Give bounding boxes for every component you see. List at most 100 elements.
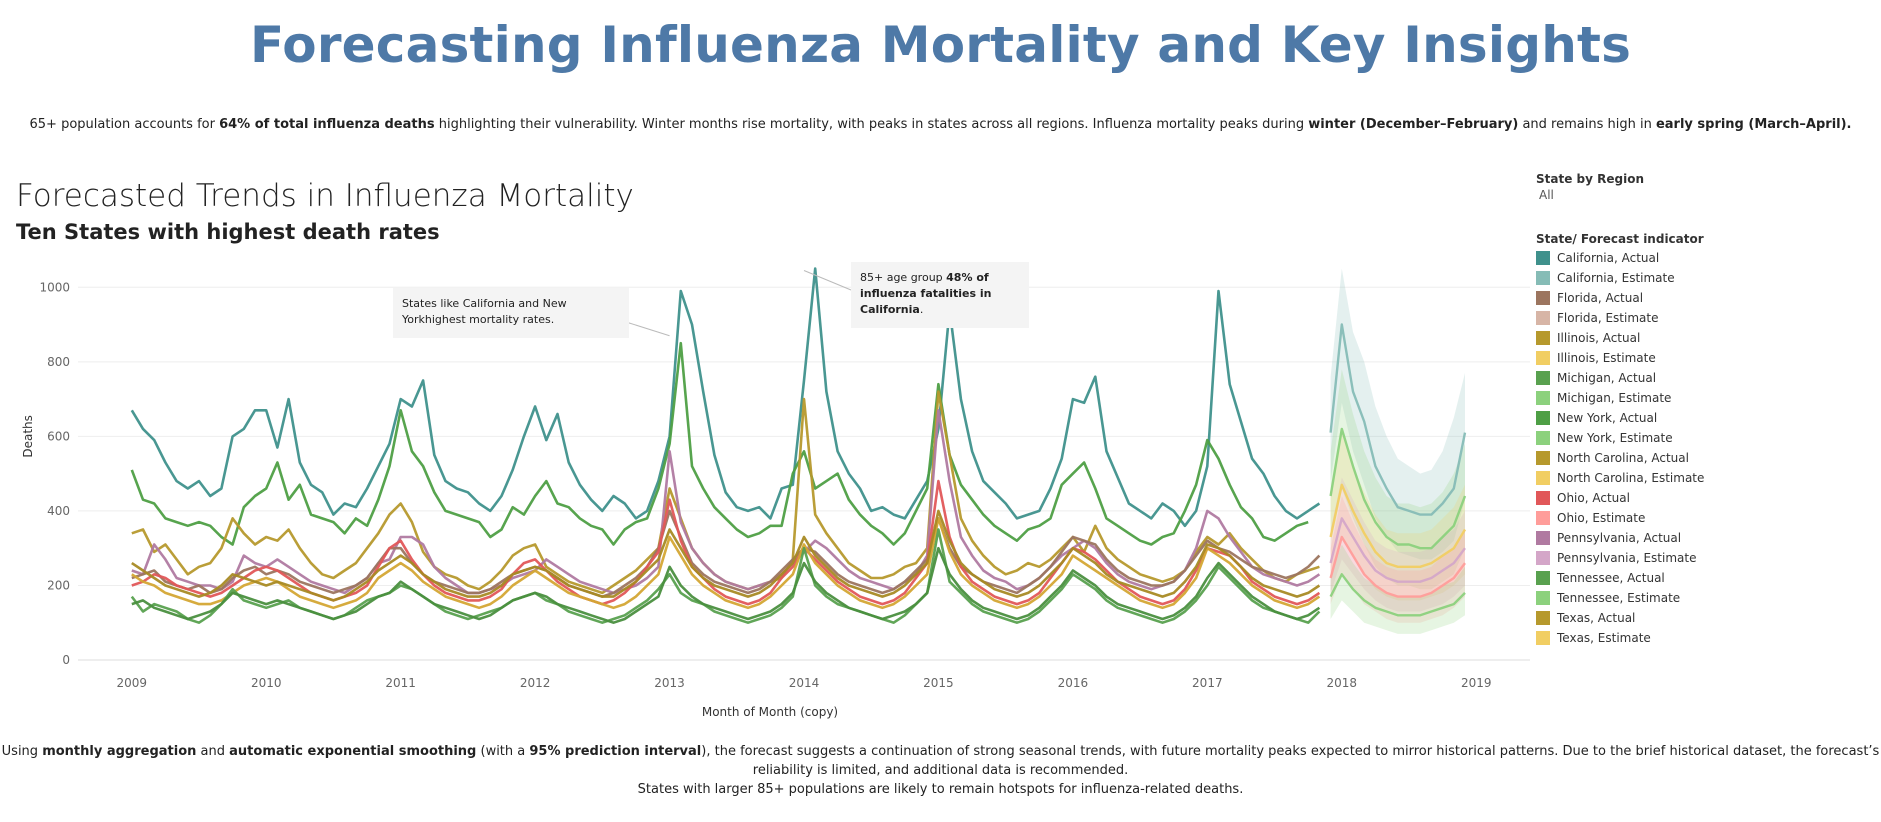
intro-segment: and remains high in	[1518, 117, 1656, 132]
footer-segment: Using	[1, 744, 43, 759]
legend-swatch	[1536, 571, 1550, 585]
legend-item[interactable]: Florida, Estimate	[1536, 308, 1836, 328]
legend-swatch	[1536, 451, 1550, 465]
axes: 0 200 400 600 800 1000 2009 2010 2011 2012 2013 201…	[21, 280, 1491, 719]
legend-swatch	[1536, 531, 1550, 545]
intro-text: 65+ population accounts for 64% of total…	[0, 117, 1881, 132]
prediction-band	[1330, 432, 1465, 601]
legend-item[interactable]: Pennsylvania, Actual	[1536, 528, 1836, 548]
region-filter-dropdown[interactable]: All	[1539, 188, 1554, 202]
y-axis-title: Deaths	[21, 415, 35, 458]
legend-label: North Carolina, Actual	[1557, 451, 1689, 465]
legend-swatch	[1536, 251, 1550, 265]
footer-line: Using monthly aggregation and automatic …	[0, 742, 1881, 780]
annotation-california-newyork: States like California and New Yorkhighe…	[393, 288, 629, 338]
legend-swatch	[1536, 331, 1550, 345]
legend-label: North Carolina, Estimate	[1557, 471, 1705, 485]
series-line	[131, 509, 1321, 598]
y-tick-label: 600	[47, 429, 70, 443]
legend-label: Pennsylvania, Actual	[1557, 531, 1682, 545]
legend-item[interactable]: Texas, Actual	[1536, 608, 1836, 628]
legend-item[interactable]: North Carolina, Actual	[1536, 448, 1836, 468]
legend-swatch	[1536, 491, 1550, 505]
legend-label: Ohio, Actual	[1557, 491, 1630, 505]
annotation-text: 85+ age group	[860, 271, 947, 284]
legend-item[interactable]: Michigan, Estimate	[1536, 388, 1836, 408]
x-tick-label: 2009	[117, 676, 148, 690]
intro-segment: 64% of total influenza deaths	[219, 117, 435, 132]
footer-segment: monthly aggregation	[42, 744, 197, 759]
legend-item[interactable]: Tennessee, Estimate	[1536, 588, 1836, 608]
legend-item[interactable]: California, Actual	[1536, 248, 1836, 268]
series-line	[131, 509, 1321, 602]
series-line	[130, 528, 1321, 624]
series-line	[130, 341, 1309, 546]
footer-line: States with larger 85+ populations are l…	[0, 780, 1881, 799]
line-chart[interactable]: 0 200 400 600 800 1000 2009 2010 2011 2012 2013 201…	[0, 250, 1530, 730]
footer-text: Using monthly aggregation and automatic …	[0, 742, 1881, 799]
legend-swatch	[1536, 371, 1550, 385]
legend-label: California, Estimate	[1557, 271, 1675, 285]
legend-item[interactable]: Florida, Actual	[1536, 288, 1836, 308]
legend-item[interactable]: New York, Estimate	[1536, 428, 1836, 448]
intro-segment: winter (December–February)	[1308, 117, 1519, 132]
annotation-leader	[625, 321, 670, 337]
legend-item[interactable]: Michigan, Actual	[1536, 368, 1836, 388]
series-lines	[130, 267, 1467, 624]
legend-item[interactable]: California, Estimate	[1536, 268, 1836, 288]
page-title: Forecasting Influenza Mortality and Key …	[249, 16, 1632, 74]
x-tick-label: 2015	[923, 676, 954, 690]
legend-item[interactable]: Ohio, Estimate	[1536, 508, 1836, 528]
legend-label: Tennessee, Actual	[1557, 571, 1665, 585]
legend-item[interactable]: Ohio, Actual	[1536, 488, 1836, 508]
series-line	[1329, 517, 1466, 583]
legend-item[interactable]: Pennsylvania, Estimate	[1536, 548, 1836, 568]
annotation-leaders	[625, 270, 852, 337]
intro-segment: 65+ population accounts for	[29, 117, 220, 132]
legend-swatch	[1536, 411, 1550, 425]
footer-segment: 95% prediction interval	[529, 744, 702, 759]
legend-label: Michigan, Actual	[1557, 371, 1657, 385]
series-line	[1329, 573, 1466, 617]
x-tick-label: 2018	[1327, 676, 1358, 690]
legend-swatch	[1536, 271, 1550, 285]
legend-swatch	[1536, 351, 1550, 365]
annotation-85-plus: 85+ age group 48% of influenza fatalitie…	[851, 262, 1029, 328]
legend-label: Pennsylvania, Estimate	[1557, 551, 1697, 565]
legend-label: Ohio, Estimate	[1557, 511, 1646, 525]
x-tick-label: 2016	[1058, 676, 1089, 690]
legend-item[interactable]: Illinois, Estimate	[1536, 348, 1836, 368]
legend-swatch	[1536, 471, 1550, 485]
legend-item[interactable]: New York, Actual	[1536, 408, 1836, 428]
footer-segment: States with larger 85+ populations are l…	[637, 782, 1244, 797]
legend-item[interactable]: Tennessee, Actual	[1536, 568, 1836, 588]
intro-segment: early spring (March–April).	[1655, 117, 1852, 132]
y-tick-label: 0	[62, 653, 70, 667]
legend-title: State/ Forecast indicator	[1536, 232, 1704, 246]
legend-label: Texas, Actual	[1557, 611, 1636, 625]
legend-label: Illinois, Estimate	[1557, 351, 1656, 365]
y-tick-label: 200	[47, 578, 70, 592]
footer-segment: and	[196, 744, 230, 759]
intro-segment: highlighting their vulnerability. Winter…	[434, 117, 1309, 132]
x-tick-label: 2014	[789, 676, 820, 690]
prediction-bands	[1330, 268, 1465, 634]
legend-item[interactable]: North Carolina, Estimate	[1536, 468, 1836, 488]
series-line	[1329, 323, 1467, 516]
legend-label: California, Actual	[1557, 251, 1660, 265]
legend-swatch	[1536, 431, 1550, 445]
x-tick-label: 2017	[1192, 676, 1223, 690]
series-line	[1329, 427, 1467, 550]
legend-swatch	[1536, 631, 1550, 645]
legend-item[interactable]: Texas, Estimate	[1536, 628, 1836, 648]
legend-swatch	[1536, 611, 1550, 625]
filter-title: State by Region	[1536, 172, 1644, 186]
legend-label: Michigan, Estimate	[1557, 391, 1672, 405]
legend-label: Illinois, Actual	[1557, 331, 1641, 345]
prediction-band	[1330, 496, 1465, 623]
x-tick-label: 2011	[385, 676, 416, 690]
legend-label: Tennessee, Estimate	[1557, 591, 1681, 605]
legend-item[interactable]: Illinois, Actual	[1536, 328, 1836, 348]
legend-swatch	[1536, 551, 1550, 565]
y-tick-label: 400	[47, 504, 70, 518]
